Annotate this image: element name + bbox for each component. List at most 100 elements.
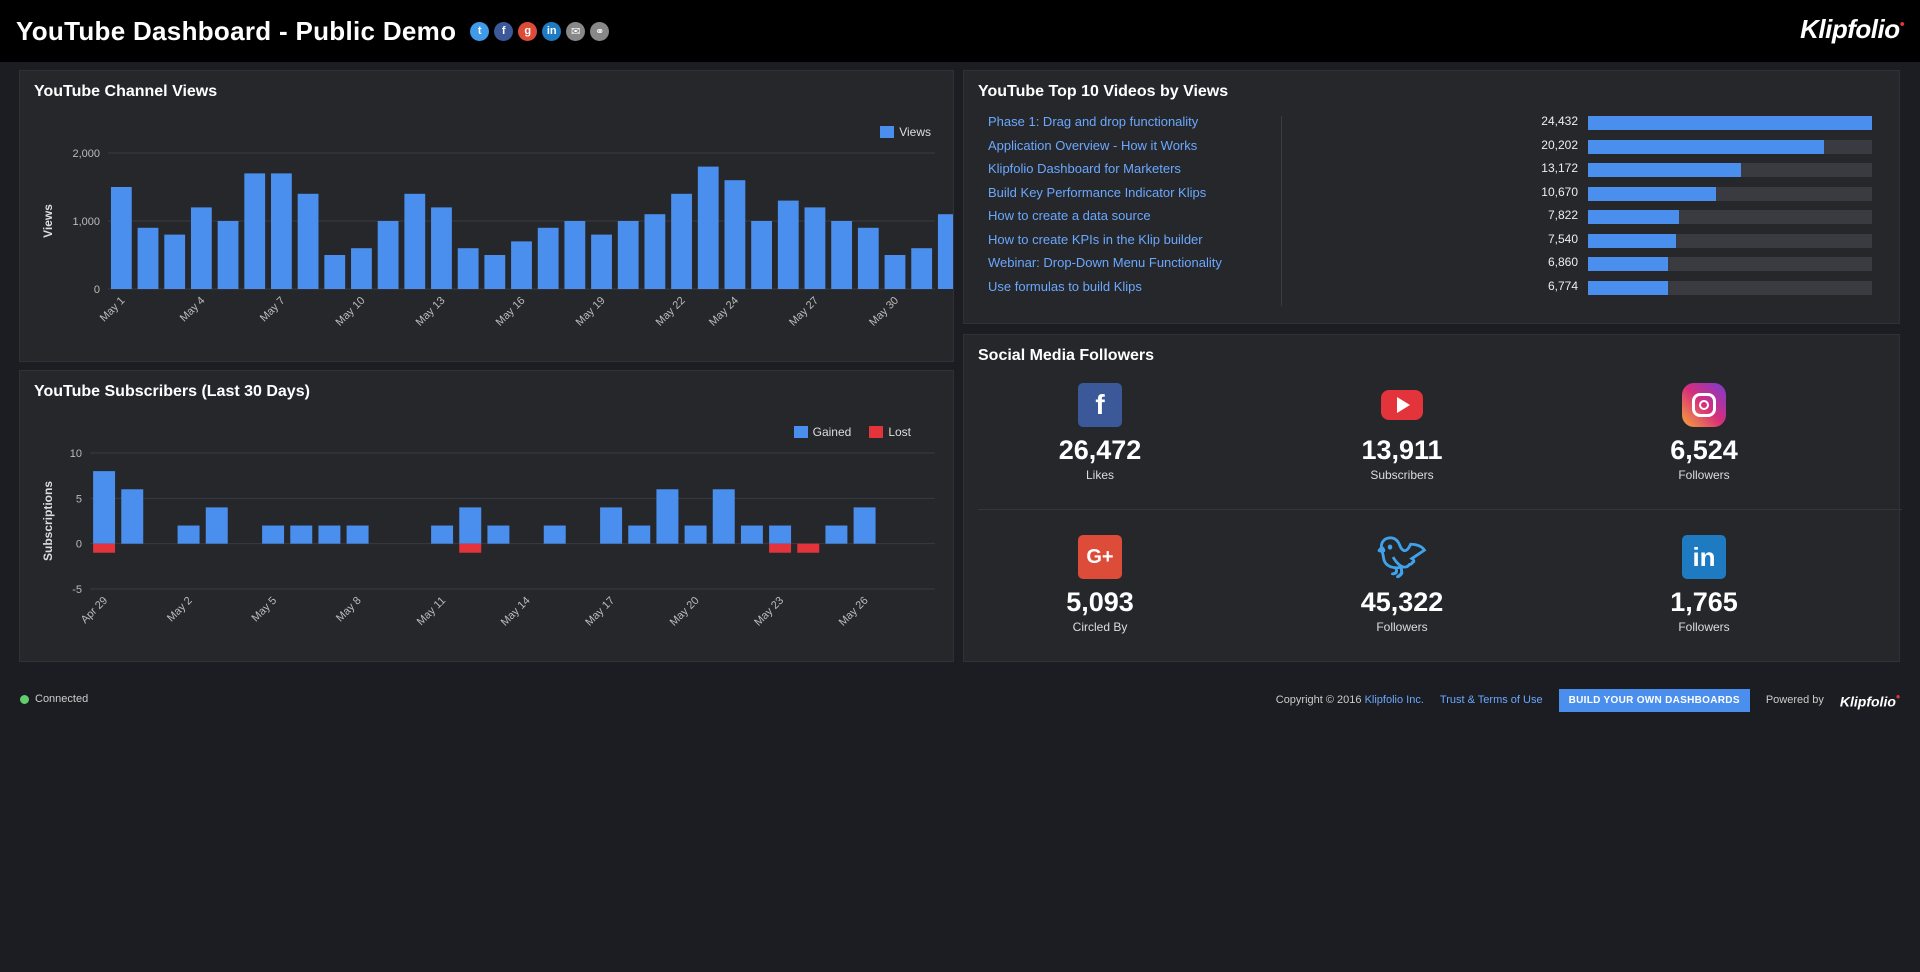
email-icon[interactable]: ✉	[566, 21, 586, 41]
social-stat-facebook: f 26,472 Likes	[950, 383, 1250, 482]
video-views-bar	[1588, 280, 1872, 295]
x-tick-label: May 22	[654, 295, 688, 329]
social-stat-linkedin: in 1,765 Followers	[1554, 535, 1854, 634]
bar-views	[457, 248, 479, 289]
bar-gained	[712, 489, 735, 544]
legend-views[interactable]: Views	[880, 125, 931, 139]
bar-gained	[346, 525, 369, 544]
bar-views	[511, 241, 532, 289]
y-tick-label: 0	[94, 284, 100, 296]
video-row[interactable]: Build Key Performance Indicator Klips 10…	[978, 182, 1902, 205]
bar-views	[911, 248, 933, 289]
video-title-link[interactable]: Phase 1: Drag and drop functionality	[988, 114, 1199, 129]
follower-count: 1,765	[1670, 587, 1738, 617]
bar-views	[431, 207, 452, 289]
video-title-link[interactable]: Klipfolio Dashboard for Marketers	[988, 161, 1181, 176]
follower-count: 45,322	[1360, 587, 1444, 617]
company-link[interactable]: Klipfolio Inc.	[1364, 694, 1424, 706]
bar-views	[164, 234, 186, 289]
social-stat-google-plus: G+ 5,093 Circled By	[950, 535, 1250, 634]
y-axis-label: Views	[41, 204, 55, 238]
video-views-value: 6,860	[1547, 255, 1578, 269]
y-tick-label: 10	[70, 448, 82, 460]
google-plus-icon: G+	[950, 535, 1250, 579]
linkedin-icon[interactable]: in	[542, 21, 562, 41]
video-views-bar	[1588, 163, 1872, 177]
video-title-link[interactable]: Webinar: Drop-Down Menu Functionality	[988, 255, 1222, 270]
follower-label: Followers	[1678, 620, 1730, 634]
x-tick-label: May 27	[787, 295, 821, 329]
social-stat-twitter: 🐦︎ 45,322 Followers	[1252, 535, 1552, 635]
video-views-bar-fill	[1588, 186, 1716, 201]
klipfolio-logo[interactable]: Klipfolio•	[1800, 14, 1904, 44]
video-row[interactable]: How to create a data source 7,822	[978, 205, 1902, 228]
follower-count: 6,524	[1670, 435, 1738, 465]
video-row[interactable]: Klipfolio Dashboard for Marketers 13,172	[978, 158, 1902, 181]
bar-lost	[769, 543, 792, 553]
x-tick-label: May 26	[837, 595, 871, 629]
video-title-link[interactable]: How to create KPIs in the Klip builder	[988, 231, 1203, 247]
bar-views	[190, 207, 212, 289]
y-tick-label: 1,000	[72, 216, 100, 228]
video-views-value: 7,540	[1547, 231, 1578, 246]
bar-views	[351, 248, 372, 289]
terms-link[interactable]: Trust & Terms of Use	[1439, 694, 1543, 706]
bar-views	[324, 255, 346, 289]
chart-legend: Views	[880, 125, 931, 139]
video-row[interactable]: Phase 1: Drag and drop functionality 24,…	[978, 111, 1902, 134]
x-tick-label: May 10	[334, 295, 368, 329]
bar-gained	[487, 525, 510, 544]
bar-views	[671, 193, 692, 289]
bar-gained	[290, 525, 313, 544]
video-views-bar-fill	[1588, 139, 1824, 154]
column-divider	[1281, 116, 1282, 306]
video-views-bar-fill	[1588, 257, 1668, 271]
x-tick-label: May 2	[165, 595, 195, 625]
bar-gained	[177, 525, 200, 544]
twitter-icon[interactable]: t	[470, 21, 490, 41]
bar-views	[537, 227, 559, 289]
x-tick-label: May 20	[668, 595, 702, 629]
follower-count: 5,093	[1066, 587, 1134, 617]
footer-klipfolio-logo[interactable]: Klipfolio•	[1839, 690, 1900, 710]
subscribers-chart: -5 0 5 10 Subscriptions Apr 29 May 2 May 5 May 8…	[41, 448, 935, 629]
bar-gained	[205, 507, 228, 544]
bar-lost	[797, 543, 820, 553]
bar-views	[564, 221, 586, 289]
x-tick-label: May 23	[752, 595, 786, 629]
views-chart: 0 1,000 2,000 Views May 1 May 4 May 7 May 10 May…	[41, 148, 953, 329]
x-tick-label: May 1	[98, 295, 128, 325]
bar-views	[217, 221, 239, 289]
dashboard-title: YouTube Dashboard - Public Demo	[16, 15, 457, 46]
video-row[interactable]: Webinar: Drop-Down Menu Functionality 6,…	[978, 252, 1902, 275]
instagram-icon	[1554, 383, 1854, 427]
bar-gained	[740, 525, 763, 544]
google-plus-icon[interactable]: g	[518, 21, 538, 41]
legend-lost[interactable]: Lost	[869, 425, 911, 439]
footer: Connected Copyright © 2016 Klipfolio Inc…	[0, 688, 1920, 712]
video-title-link[interactable]: Application Overview - How it Works	[988, 137, 1198, 153]
video-views-value: 13,172	[1541, 161, 1578, 175]
video-row[interactable]: Use formulas to build Klips 6,774	[978, 276, 1902, 299]
video-title-link[interactable]: Use formulas to build Klips	[988, 278, 1142, 294]
link-icon[interactable]: ⚭	[590, 21, 610, 41]
bar-gained	[656, 489, 679, 544]
legend-gained[interactable]: Gained	[793, 425, 851, 439]
video-title-link[interactable]: How to create a data source	[988, 208, 1151, 223]
bar-views	[297, 193, 319, 289]
video-title-link[interactable]: Build Key Performance Indicator Klips	[988, 184, 1207, 200]
panel-title: YouTube Subscribers (Last 30 Days)	[34, 383, 310, 400]
follower-label: Likes	[1085, 468, 1114, 482]
social-stat-youtube: 13,911 Subscribers	[1252, 383, 1552, 482]
video-row[interactable]: Application Overview - How it Works 20,2…	[978, 135, 1902, 158]
facebook-icon[interactable]: f	[494, 21, 514, 41]
video-row[interactable]: How to create KPIs in the Klip builder 7…	[978, 229, 1902, 252]
x-tick-label: May 17	[583, 595, 617, 629]
bar-views	[884, 255, 906, 289]
video-views-bar-fill	[1588, 280, 1668, 295]
y-axis-label: Subscriptions	[41, 481, 55, 561]
follower-label: Circled By	[1072, 620, 1128, 634]
video-views-value: 7,822	[1547, 208, 1578, 222]
build-dashboard-button[interactable]: BUILD YOUR OWN DASHBOARDS	[1558, 688, 1750, 712]
video-views-value: 10,670	[1541, 184, 1578, 199]
